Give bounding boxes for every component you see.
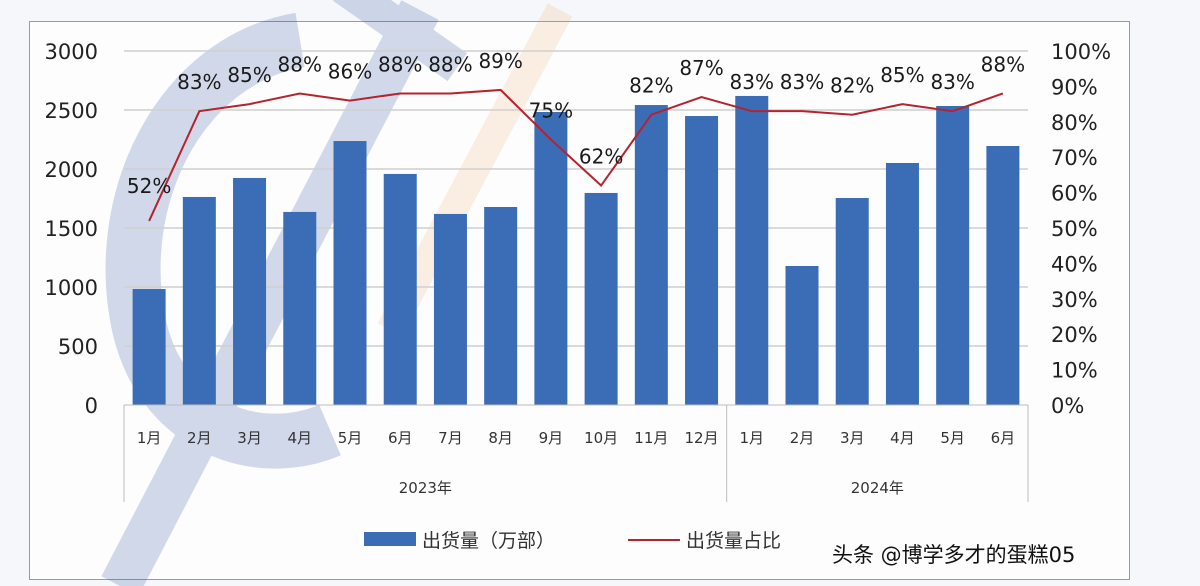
- line-data-label: 88%: [378, 52, 422, 76]
- x-tick-label: 2月: [187, 429, 212, 447]
- x-group-label: 2023年: [399, 479, 452, 497]
- y-axis-right: 0% 10% 20% 30% 40% 50% 60% 70% 80% 90% 100%: [1051, 40, 1111, 418]
- bar: [835, 198, 869, 405]
- bar: [584, 192, 618, 405]
- x-tick-label: 5月: [940, 429, 965, 447]
- y-left-tick-label: 3000: [45, 40, 98, 64]
- line-data-label: 83%: [930, 70, 974, 94]
- y-left-tick-label: 1500: [45, 217, 98, 241]
- y-right-tick-label: 70%: [1051, 146, 1098, 170]
- line-data-label: 83%: [177, 70, 221, 94]
- bar: [534, 112, 568, 406]
- y-right-tick-label: 50%: [1051, 217, 1098, 241]
- x-tick-label: 6月: [388, 429, 413, 447]
- y-left-tick-label: 2500: [45, 99, 98, 123]
- y-right-tick-label: 20%: [1051, 323, 1098, 347]
- bar: [233, 177, 267, 405]
- y-right-tick-label: 10%: [1051, 359, 1098, 383]
- line-data-label: 88%: [981, 52, 1025, 76]
- line-data-label: 89%: [478, 49, 522, 73]
- bar: [685, 116, 719, 405]
- x-tick-label: 7月: [438, 429, 463, 447]
- legend-bar-swatch: [364, 532, 416, 546]
- line-data-label: 75%: [529, 99, 573, 123]
- bar: [283, 211, 317, 405]
- x-tick-label: 11月: [634, 429, 668, 447]
- bar: [986, 145, 1020, 406]
- y-left-tick-label: 0: [85, 394, 98, 418]
- x-tick-label: 2月: [790, 429, 815, 447]
- bar: [433, 213, 467, 405]
- x-tick-label: 4月: [890, 429, 915, 447]
- x-tick-label: 1月: [137, 429, 162, 447]
- bar: [383, 173, 417, 405]
- x-tick-label: 12月: [685, 429, 719, 447]
- y-left-tick-label: 500: [58, 335, 98, 359]
- y-left-tick-label: 1000: [45, 276, 98, 300]
- x-tick-label: 8月: [488, 429, 513, 447]
- line-data-label: 83%: [780, 70, 824, 94]
- line-data-label: 82%: [629, 74, 673, 98]
- line-data-label: 52%: [127, 174, 171, 198]
- bar: [936, 105, 970, 405]
- line-data-label: 62%: [579, 145, 623, 169]
- x-tick-label: 10月: [584, 429, 618, 447]
- line-data-label: 88%: [428, 52, 472, 76]
- line-data-label: 85%: [880, 63, 924, 87]
- x-tick-label: 1月: [740, 429, 765, 447]
- legend-bar-label: 出货量（万部）: [422, 530, 555, 552]
- y-right-tick-label: 100%: [1051, 40, 1111, 64]
- y-right-tick-label: 40%: [1051, 252, 1098, 276]
- line-data-label: 86%: [328, 60, 372, 84]
- x-tick-label: 3月: [840, 429, 865, 447]
- legend: 出货量（万部） 出货量占比: [364, 530, 781, 552]
- x-tick-label: 3月: [237, 429, 262, 447]
- x-tick-label: 9月: [539, 429, 564, 447]
- y-right-tick-label: 80%: [1051, 111, 1098, 135]
- line-data-label: 88%: [278, 52, 322, 76]
- bar: [634, 105, 668, 405]
- x-axis: 1月 2月 3月 4月 5月 6月 7月 8月 9月 10月 11月 12月 1月 2月 3月 4月 5月 6月 2…: [123, 404, 1029, 502]
- bar: [735, 95, 769, 405]
- y-right-tick-label: 30%: [1051, 288, 1098, 312]
- line-data-label: 82%: [830, 74, 874, 98]
- x-group-label: 2024年: [851, 479, 904, 497]
- bar: [484, 206, 518, 405]
- line-series: [148, 88, 1004, 222]
- bar: [785, 265, 819, 405]
- x-tick-label: 4月: [288, 429, 313, 447]
- bar: [885, 162, 919, 405]
- bar-series: [132, 95, 1020, 406]
- bar: [333, 141, 367, 405]
- watermark-text: 头条 @博学多才的蛋糕05: [832, 543, 1075, 567]
- legend-line-label: 出货量占比: [686, 530, 781, 552]
- y-left-tick-label: 2000: [45, 158, 98, 182]
- y-right-tick-label: 0%: [1051, 394, 1084, 418]
- bar: [132, 289, 166, 405]
- x-tick-label: 5月: [338, 429, 363, 447]
- line-data-label: 85%: [227, 63, 271, 87]
- line-data-label: 87%: [679, 56, 723, 80]
- x-tick-label: 6月: [991, 429, 1016, 447]
- y-right-tick-label: 60%: [1051, 182, 1098, 206]
- y-right-tick-label: 90%: [1051, 75, 1098, 99]
- line-data-label: 83%: [730, 70, 774, 94]
- y-axis-left: 0 500 1000 1500 2000 2500 3000: [45, 40, 98, 418]
- line-data-labels: 52%83% 85% 88% 86% 88% 88% 89%75%62%82%87%83% 8…: [127, 49, 1025, 198]
- bar: [182, 196, 216, 405]
